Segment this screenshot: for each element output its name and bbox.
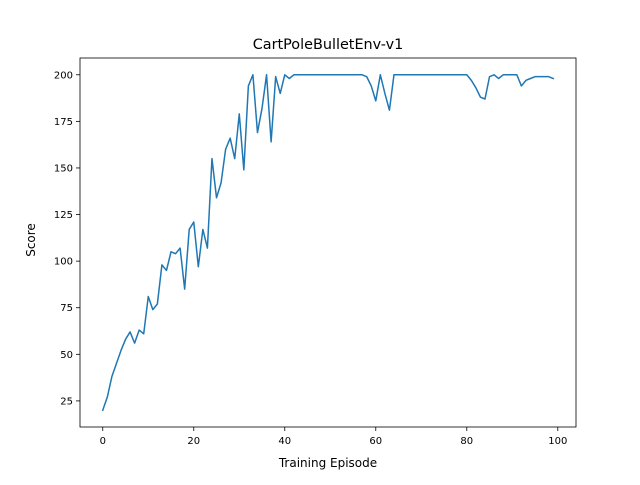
y-tick-label: 175: [54, 117, 73, 128]
y-tick-label: 125: [54, 210, 73, 221]
y-tick-label: 150: [54, 163, 73, 174]
chart-title: CartPoleBulletEnv-v1: [253, 37, 404, 53]
y-tick-label: 50: [60, 350, 73, 361]
y-tick-label: 25: [60, 396, 73, 407]
y-tick-label: 75: [60, 303, 73, 314]
series-line-0: [101, 74, 555, 412]
x-tick-label: 40: [278, 436, 291, 447]
y-tick-label: 100: [54, 257, 73, 268]
x-tick-label: 100: [548, 436, 567, 447]
y-tick-label: 200: [54, 70, 73, 81]
x-tick-label: 0: [100, 436, 106, 447]
axes-frame: [79, 57, 577, 428]
y-axis-label: Score: [24, 223, 38, 257]
x-tick-label: 80: [460, 436, 473, 447]
x-tick-label: 60: [369, 436, 382, 447]
x-axis-label: Training Episode: [278, 456, 377, 470]
plot-area: 0 20 40 60 80 100 25 50 75 100 125 150 175 200: [54, 57, 577, 447]
x-tick-label: 20: [187, 436, 200, 447]
